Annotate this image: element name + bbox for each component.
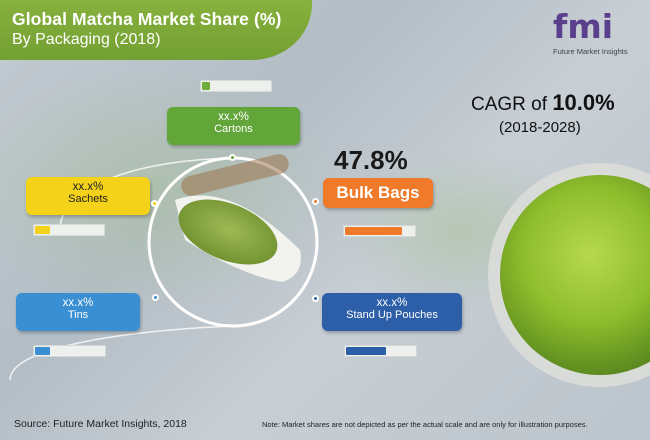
share-bar-bulk-bags — [343, 225, 416, 237]
segment-value: xx.x% — [218, 111, 249, 123]
share-bar-fill — [35, 347, 51, 355]
segment-value: xx.x% — [62, 297, 94, 309]
connector-dot — [312, 198, 319, 205]
connector-dot — [312, 295, 319, 302]
segment-box-sachets: xx.x% Sachets — [26, 177, 150, 215]
share-bar-stand-up-pouches — [344, 345, 417, 357]
share-bar-cartons — [200, 80, 272, 92]
connector-dot — [151, 200, 158, 207]
share-bar-tins — [33, 345, 106, 357]
segment-label: Stand Up Pouches — [346, 309, 438, 321]
wooden-board — [181, 154, 289, 196]
segment-value: xx.x% — [376, 297, 408, 309]
matcha-powder — [178, 199, 278, 265]
share-bar-fill — [202, 82, 211, 90]
logo-text: fmi — [553, 7, 614, 46]
segment-label: Tins — [67, 309, 89, 321]
segment-label: Bulk Bags — [336, 183, 420, 202]
cagr-value: 10.0% — [552, 90, 615, 115]
cagr-period: (2018-2028) — [499, 119, 581, 136]
segment-box-stand-up-pouches: xx.x% Stand Up Pouches — [322, 293, 462, 331]
connector-dot — [152, 294, 159, 301]
chart-subtitle: By Packaging (2018) — [12, 31, 161, 48]
segment-box-tins: xx.x% Tins — [16, 293, 140, 331]
title-banner: Global Matcha Market Share (%) By Packag… — [0, 0, 312, 60]
cagr-block: CAGR of 10.0% (2018-2028) — [471, 90, 631, 136]
segment-box-cartons: xx.x% Cartons — [167, 107, 300, 145]
share-bar-sachets — [33, 224, 105, 236]
connector-dot — [229, 154, 236, 161]
share-bar-fill — [345, 227, 402, 235]
segment-box-bulk-bags: Bulk Bags — [323, 178, 433, 208]
segment-label: Sachets — [68, 193, 108, 205]
fmi-logo: fmi Future Market Insights — [553, 5, 647, 57]
logo-subtitle: Future Market Insights — [553, 47, 628, 56]
bulk-bags-share: 47.8% — [334, 145, 408, 175]
connector-line — [9, 325, 234, 381]
segment-label: Cartons — [214, 123, 253, 135]
chart-title: Global Matcha Market Share (%) — [12, 9, 282, 29]
cagr-label: CAGR of — [471, 94, 553, 115]
matcha-tea-cup — [500, 175, 650, 375]
share-bar-fill — [346, 347, 387, 355]
share-bar-fill — [35, 226, 50, 234]
segment-value: xx.x% — [72, 181, 104, 193]
disclaimer-note: Note: Market shares are not depicted as … — [262, 420, 588, 429]
source-text: Source: Future Market Insights, 2018 — [14, 418, 187, 430]
